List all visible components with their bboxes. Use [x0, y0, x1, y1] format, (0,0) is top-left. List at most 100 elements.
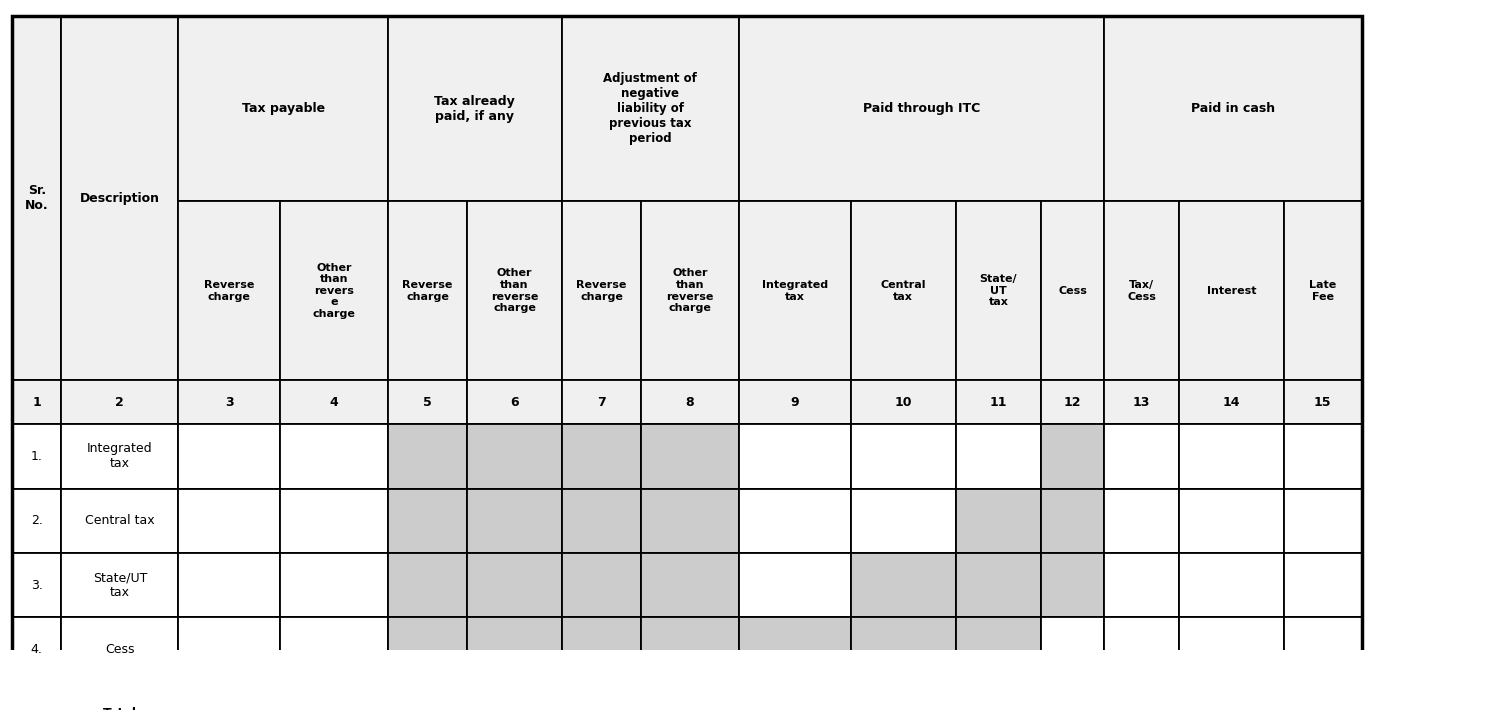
Bar	[388, 553, 467, 617]
Bar	[12, 553, 61, 617]
Text: Cess: Cess	[1058, 285, 1088, 296]
Bar	[178, 380, 280, 424]
Text: 12: 12	[1064, 395, 1082, 409]
Bar	[641, 488, 739, 553]
Text: Tax payable: Tax payable	[241, 102, 325, 115]
Bar	[956, 380, 1041, 424]
Bar	[956, 202, 1041, 380]
Bar	[562, 424, 641, 488]
Bar	[956, 553, 1041, 617]
Bar	[467, 424, 562, 488]
Text: 14: 14	[1222, 395, 1240, 409]
Text: Integrated
tax: Integrated tax	[761, 280, 828, 302]
Text: Tax already
paid, if any: Tax already paid, if any	[434, 95, 515, 123]
Bar	[12, 488, 61, 553]
Bar	[280, 202, 388, 380]
Text: Reverse
charge: Reverse charge	[577, 280, 626, 302]
Bar	[1104, 16, 1362, 202]
Text: Other
than
revers
e
charge: Other than revers e charge	[313, 263, 355, 319]
Bar	[388, 16, 562, 202]
Bar	[641, 617, 739, 682]
Text: 7: 7	[598, 395, 605, 409]
Bar	[61, 682, 178, 710]
Bar	[641, 682, 739, 710]
Bar	[1041, 488, 1104, 553]
Text: 6: 6	[511, 395, 518, 409]
Bar	[1284, 380, 1362, 424]
Bar	[388, 424, 467, 488]
Bar	[61, 488, 178, 553]
Bar	[1041, 424, 1104, 488]
Bar	[12, 380, 61, 424]
Bar	[388, 682, 467, 710]
Bar	[641, 553, 739, 617]
Bar	[739, 682, 851, 710]
Bar	[61, 424, 178, 488]
Text: 5: 5	[424, 395, 431, 409]
Text: 1.: 1.	[31, 450, 42, 463]
Bar	[1041, 682, 1104, 710]
Bar	[280, 553, 388, 617]
Bar	[61, 16, 178, 380]
Text: State/UT
tax: State/UT tax	[93, 571, 147, 599]
Text: Central tax: Central tax	[85, 514, 154, 528]
Text: Total: Total	[103, 707, 136, 710]
Bar	[562, 16, 739, 202]
Bar	[1041, 202, 1104, 380]
Bar	[851, 553, 956, 617]
Bar	[178, 617, 280, 682]
Bar	[61, 380, 178, 424]
Text: 10: 10	[894, 395, 912, 409]
Bar	[1284, 202, 1362, 380]
Text: Reverse
charge: Reverse charge	[403, 280, 452, 302]
Bar	[388, 488, 467, 553]
Text: 15: 15	[1314, 395, 1332, 409]
Bar	[1104, 617, 1179, 682]
Bar	[739, 380, 851, 424]
Bar	[739, 16, 1104, 202]
Text: State/
UT
tax: State/ UT tax	[980, 274, 1017, 307]
Text: Reverse
charge: Reverse charge	[204, 280, 255, 302]
Bar	[178, 202, 280, 380]
Text: Paid in cash: Paid in cash	[1191, 102, 1275, 115]
Bar	[1179, 488, 1284, 553]
Text: 3: 3	[225, 395, 234, 409]
Bar	[1284, 617, 1362, 682]
Bar	[467, 553, 562, 617]
Text: Paid through ITC: Paid through ITC	[863, 102, 980, 115]
Bar	[1041, 380, 1104, 424]
Text: Integrated
tax: Integrated tax	[87, 442, 153, 471]
Text: 1: 1	[33, 395, 40, 409]
Bar	[851, 682, 956, 710]
Bar	[739, 617, 851, 682]
Bar	[739, 424, 851, 488]
Text: 3.: 3.	[31, 579, 42, 591]
Bar	[851, 488, 956, 553]
Bar	[178, 424, 280, 488]
Bar	[851, 202, 956, 380]
Text: 4.: 4.	[31, 643, 42, 656]
Text: Other
than
reverse
charge: Other than reverse charge	[667, 268, 713, 313]
Bar	[1179, 682, 1284, 710]
Bar	[388, 202, 467, 380]
Text: Adjustment of
negative
liability of
previous tax
period: Adjustment of negative liability of prev…	[604, 72, 697, 146]
Bar	[739, 488, 851, 553]
Bar	[562, 488, 641, 553]
Text: 13: 13	[1132, 395, 1150, 409]
Bar	[1104, 488, 1179, 553]
Text: Other
than
reverse
charge: Other than reverse charge	[491, 268, 538, 313]
Bar	[1104, 424, 1179, 488]
Bar	[1104, 202, 1179, 380]
Bar	[562, 202, 641, 380]
Bar	[562, 553, 641, 617]
Bar	[851, 617, 956, 682]
Bar	[178, 488, 280, 553]
Bar	[1041, 553, 1104, 617]
Bar	[388, 617, 467, 682]
Text: 11: 11	[990, 395, 1007, 409]
Text: Description: Description	[79, 192, 160, 204]
Bar	[851, 424, 956, 488]
Bar	[956, 488, 1041, 553]
Bar	[1041, 617, 1104, 682]
Bar	[12, 682, 61, 710]
